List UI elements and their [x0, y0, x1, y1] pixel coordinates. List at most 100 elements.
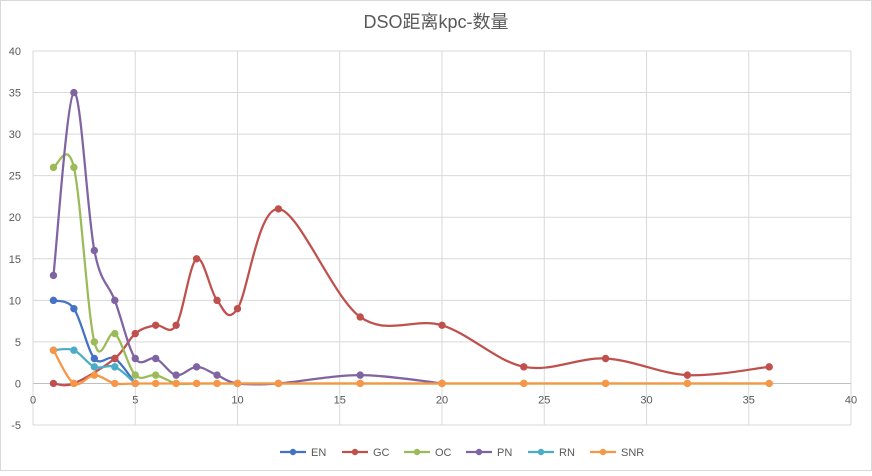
- legend-item-oc: OC: [404, 447, 452, 459]
- data-point-gc: [172, 321, 180, 329]
- data-point-pn: [90, 246, 99, 255]
- data-point-gc: [131, 329, 139, 338]
- series-layer: [49, 88, 773, 388]
- data-point-gc: [601, 354, 610, 363]
- data-point-snr: [192, 379, 201, 388]
- data-point-pn: [131, 354, 139, 363]
- y-tick-label: 15: [9, 254, 21, 266]
- data-point-snr: [601, 379, 610, 388]
- legend-item-rn: RN: [528, 447, 575, 459]
- data-point-gc: [233, 304, 242, 313]
- y-tick-label: 35: [9, 88, 21, 100]
- data-point-rn: [90, 363, 99, 371]
- data-point-gc: [152, 321, 160, 329]
- x-tick-label: 25: [538, 394, 550, 406]
- legend-marker: [351, 448, 359, 456]
- x-tick-label: 35: [743, 394, 755, 406]
- data-point-rn: [111, 363, 119, 371]
- y-tick-label: 30: [9, 129, 21, 141]
- tick-labels: -5 0 5 10 15 20 25 30 35 40 0 5 10 15 20 25 30 35 40: [9, 46, 857, 432]
- data-point-gc: [192, 255, 201, 263]
- data-point-pn: [111, 296, 119, 305]
- data-point-pn: [49, 271, 58, 280]
- legend: EN GC OC PN RN SNR: [280, 447, 644, 459]
- data-point-snr: [213, 379, 221, 388]
- data-point-pn: [213, 371, 221, 379]
- data-point-gc: [274, 205, 283, 213]
- series-gc: [49, 205, 773, 388]
- data-point-oc: [70, 163, 78, 172]
- data-point-snr: [49, 346, 58, 354]
- x-tick-label: 5: [132, 394, 138, 406]
- data-point-snr: [233, 379, 242, 388]
- data-point-pn: [152, 354, 160, 363]
- x-tick-label: 20: [436, 394, 448, 406]
- data-point-pn: [356, 371, 364, 379]
- y-tick-label: 25: [9, 171, 21, 183]
- x-tick-label: 30: [640, 394, 652, 406]
- grid-layer: [32, 50, 852, 426]
- data-point-snr: [765, 379, 773, 388]
- x-tick-label: 10: [231, 394, 243, 406]
- y-tick-label: 10: [9, 295, 21, 307]
- data-point-gc: [438, 321, 446, 329]
- legend-label: GC: [373, 447, 390, 459]
- legend-marker: [599, 448, 607, 456]
- data-point-oc: [49, 163, 58, 172]
- y-tick-label: 20: [9, 212, 21, 224]
- data-point-snr: [520, 379, 528, 388]
- chart-title: DSO距离kpc-数量: [363, 12, 508, 32]
- data-point-oc: [152, 371, 160, 379]
- legend-label: PN: [497, 447, 512, 459]
- x-tick-label: 0: [30, 394, 36, 406]
- data-point-snr: [90, 371, 99, 379]
- data-point-oc: [131, 371, 139, 379]
- legend-marker: [537, 448, 545, 456]
- data-point-pn: [192, 363, 201, 371]
- x-tick-label: 15: [334, 394, 346, 406]
- legend-marker: [289, 448, 297, 456]
- data-point-snr: [152, 379, 160, 388]
- data-point-gc: [765, 363, 773, 371]
- data-point-snr: [356, 379, 364, 388]
- data-point-gc: [49, 379, 58, 388]
- data-point-oc: [111, 329, 119, 338]
- legend-label: OC: [435, 447, 452, 459]
- legend-label: SNR: [621, 447, 644, 459]
- data-point-snr: [111, 379, 119, 388]
- legend-marker: [413, 448, 421, 456]
- data-point-snr: [131, 379, 139, 388]
- data-point-snr: [274, 379, 283, 388]
- data-point-gc: [111, 354, 119, 363]
- y-tick-label: 0: [15, 378, 21, 390]
- data-point-gc: [683, 371, 692, 379]
- legend-item-snr: SNR: [590, 447, 644, 459]
- legend-label: EN: [311, 447, 326, 459]
- legend-item-en: EN: [280, 447, 326, 459]
- data-point-gc: [520, 363, 528, 371]
- legend-item-pn: PN: [466, 447, 512, 459]
- data-point-snr: [438, 379, 446, 388]
- data-point-snr: [683, 379, 692, 388]
- data-point-snr: [70, 379, 78, 388]
- y-tick-label: 40: [9, 46, 21, 58]
- legend-marker: [475, 448, 483, 456]
- data-point-pn: [70, 88, 78, 97]
- y-tick-label: 5: [15, 337, 21, 349]
- data-point-gc: [213, 296, 221, 305]
- data-point-pn: [172, 371, 180, 379]
- x-tick-label: 40: [845, 394, 857, 406]
- series-snr: [49, 346, 773, 388]
- legend-label: RN: [559, 447, 575, 459]
- legend-item-gc: GC: [342, 447, 390, 459]
- data-point-en: [49, 296, 58, 305]
- data-point-en: [90, 354, 99, 363]
- data-point-rn: [70, 346, 78, 354]
- y-tick-label: -5: [11, 420, 21, 432]
- data-point-snr: [172, 379, 180, 388]
- data-point-gc: [356, 313, 364, 321]
- data-point-en: [70, 304, 78, 313]
